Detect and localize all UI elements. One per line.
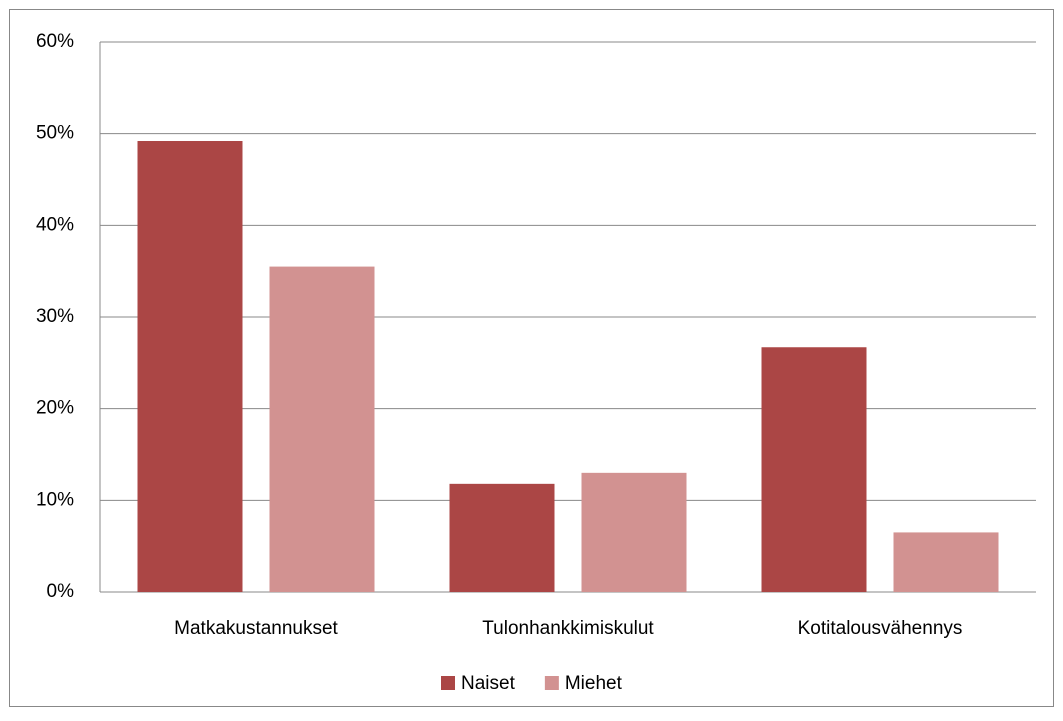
legend-label: Naiset xyxy=(461,673,516,694)
legend-swatch xyxy=(544,676,559,690)
bar xyxy=(761,347,867,592)
bar xyxy=(449,483,555,592)
x-tick-label: Tulonhankkimiskulut xyxy=(482,618,654,639)
y-tick-label: 60% xyxy=(36,31,74,52)
legend-label: Miehet xyxy=(565,673,623,694)
y-tick-label: 40% xyxy=(36,214,74,235)
legend-swatch xyxy=(441,676,455,690)
y-tick-label: 20% xyxy=(36,398,74,419)
y-tick-label: 30% xyxy=(36,306,74,327)
y-tick-label: 10% xyxy=(36,489,74,510)
bar xyxy=(269,266,375,592)
y-tick-label: 0% xyxy=(47,581,75,602)
bar xyxy=(137,141,243,592)
x-tick-label: Kotitalousvähennys xyxy=(798,618,963,639)
bar xyxy=(581,472,687,592)
bar xyxy=(893,532,999,592)
y-tick-label: 50% xyxy=(36,123,74,144)
x-tick-label: Matkakustannukset xyxy=(174,618,338,639)
